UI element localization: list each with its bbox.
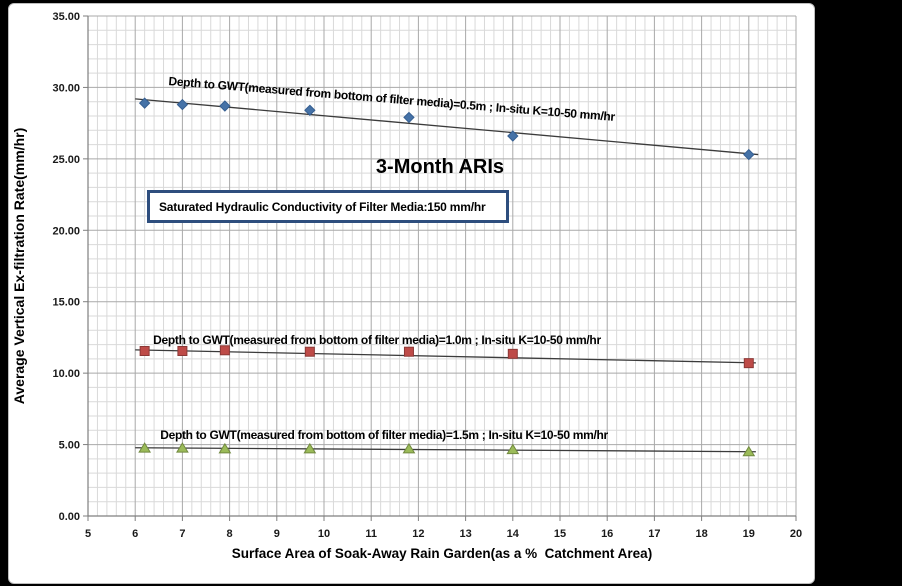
x-tick-label: 15 [554,528,566,540]
marker-triangle [176,442,189,453]
x-tick-label: 5 [85,528,91,540]
marker-triangle [303,442,317,454]
marker-triangle [506,443,520,455]
x-tick-label: 8 [227,528,233,540]
marker-triangle [742,445,756,457]
marker-triangle [218,442,232,454]
marker-diamond [743,148,755,161]
x-tick-label: 19 [743,528,755,540]
trendline-series-2 [135,447,756,453]
trendline-series-1 [135,349,756,364]
marker-triangle [402,442,416,454]
trendline-series-0 [135,98,759,156]
marker-diamond [219,100,231,112]
chart-title: 3-Month ARIs [375,156,505,178]
marker-diamond [507,130,519,142]
y-tick-label: 35.00 [52,11,80,23]
y-tick-label: 15.00 [52,297,80,309]
marker-square [743,358,754,369]
y-tick-label: 25.00 [52,154,80,166]
marker-diamond [304,104,316,116]
y-tick-label: 0.00 [59,511,80,523]
x-tick-label: 9 [274,528,280,540]
marker-diamond [138,97,151,109]
marker-square [177,346,188,356]
x-tick-label: 10 [318,528,330,540]
x-tick-label: 20 [790,528,802,540]
x-tick-label: 18 [695,528,707,540]
marker-square [403,346,414,357]
marker-square [304,346,315,357]
y-tick-label: 10.00 [52,368,80,380]
marker-square [219,345,230,356]
x-tick-label: 11 [365,528,377,540]
x-tick-label: 13 [459,528,471,540]
x-tick-label: 16 [601,528,613,540]
series-label-2: Depth to GWT(measured from bottom of fil… [160,428,608,442]
marker-triangle [138,442,152,453]
x-tick-label: 17 [648,528,660,540]
note-box: Saturated Hydraulic Conductivity of Filt… [147,190,509,223]
note-box-text: Saturated Hydraulic Conductivity of Filt… [159,199,486,214]
y-tick-label: 20.00 [52,225,80,237]
x-tick-label: 14 [507,528,520,540]
marker-square [139,346,150,356]
series-label-1: Depth to GWT(measured from bottom of fil… [153,333,601,347]
marker-diamond [403,111,415,124]
marker-square [507,348,518,359]
x-tick-label: 7 [179,528,185,540]
x-tick-label: 6 [132,528,138,540]
x-axis-title: Surface Area of Soak-Away Rain Garden(as… [232,546,652,561]
marker-diamond [176,98,189,111]
y-tick-label: 30.00 [52,82,80,94]
x-tick-label: 12 [412,528,424,540]
y-tick-label: 5.00 [59,440,80,452]
y-axis-title: Average Vertical Ex-filtration Rate(mm/h… [11,128,27,404]
